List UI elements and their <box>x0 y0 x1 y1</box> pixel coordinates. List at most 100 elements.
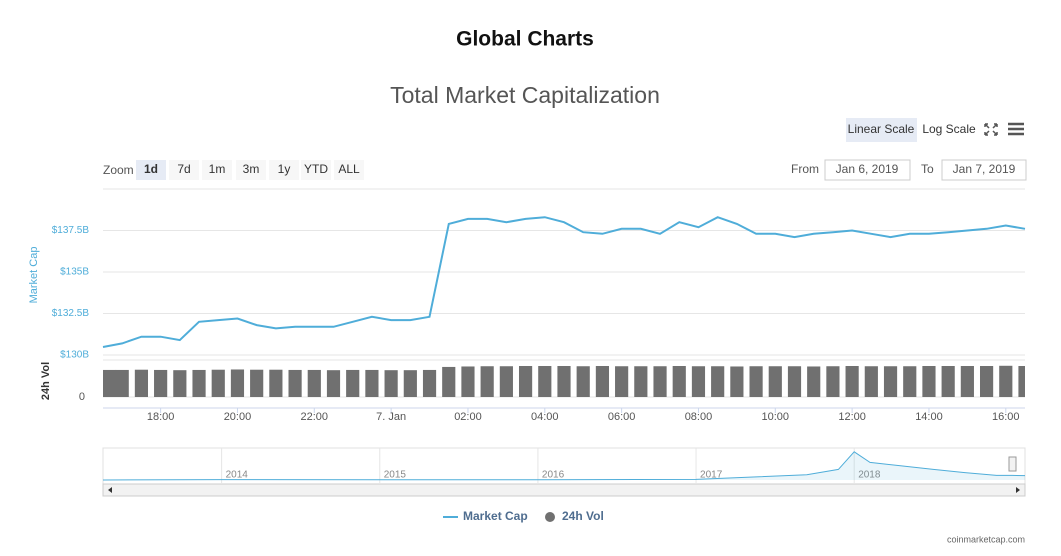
zoom-button[interactable] <box>202 160 232 180</box>
navigator-area <box>103 451 1025 480</box>
volume-bar <box>230 369 245 397</box>
volume-bar <box>211 369 225 397</box>
volume-bar <box>903 366 917 397</box>
x-tick-label: 10:00 <box>762 411 790 423</box>
log-scale-label[interactable]: Log Scale <box>922 122 976 136</box>
volume-bar <box>634 366 648 397</box>
volume-bar <box>557 366 571 397</box>
zoom-button[interactable] <box>236 160 266 180</box>
navigator-handle[interactable] <box>1008 456 1017 472</box>
volume-bar <box>787 366 802 397</box>
from-input[interactable] <box>824 159 911 181</box>
volume-bar <box>384 370 398 397</box>
y2-axis-label: 24h Vol <box>40 362 52 400</box>
from-date[interactable]: Jan 6, 2019 <box>836 162 899 176</box>
to-label: To <box>921 162 934 176</box>
zoom-button[interactable] <box>169 160 199 180</box>
x-tick-label: 04:00 <box>531 411 559 423</box>
zoom-option[interactable]: 3m <box>243 162 260 176</box>
scrollbar[interactable] <box>102 483 1026 497</box>
y2-tick-label: 0 <box>79 391 85 403</box>
volume-bar <box>576 366 590 397</box>
volume-bar <box>422 369 437 397</box>
x-tick-label: 16:00 <box>992 411 1020 423</box>
zoom-button[interactable] <box>136 160 166 180</box>
linear-scale-button[interactable] <box>846 118 917 142</box>
x-tick-label: 7. Jan <box>376 411 406 423</box>
x-tick-label: 06:00 <box>608 411 636 423</box>
zoom-button[interactable] <box>334 160 364 180</box>
y-tick-label: $135B <box>60 267 89 278</box>
navigator-tick-label: 2015 <box>384 470 407 481</box>
menu-icon[interactable] <box>1008 122 1024 136</box>
from-label: From <box>791 162 819 176</box>
to-input[interactable] <box>941 159 1027 181</box>
legend-symbol[interactable] <box>545 512 555 522</box>
volume-bar <box>768 366 782 397</box>
zoom-option[interactable]: 7d <box>177 162 190 176</box>
zoom-option[interactable]: 1y <box>278 162 291 176</box>
zoom-option[interactable]: 1m <box>209 162 226 176</box>
volume-bar <box>615 366 629 397</box>
volume-bar <box>154 369 168 397</box>
volume-bar <box>326 370 341 397</box>
navigator-tick-label: 2017 <box>700 470 723 481</box>
volume-bar <box>461 366 475 397</box>
navigator-tick-label: 2014 <box>226 470 249 481</box>
volume-bar <box>864 366 878 397</box>
volume-bar <box>250 369 264 397</box>
volume-bar <box>711 366 725 397</box>
volume-bar <box>173 370 187 397</box>
credit: coinmarketcap.com <box>947 534 1025 544</box>
chart-title: Total Market Capitalization <box>390 82 660 108</box>
volume-bar <box>115 369 129 397</box>
to-date[interactable]: Jan 7, 2019 <box>953 162 1016 176</box>
volume-bar <box>269 369 283 397</box>
x-tick-label: 22:00 <box>301 411 329 423</box>
zoom-button[interactable] <box>301 160 331 180</box>
volume-bar <box>653 366 667 397</box>
volume-bar <box>365 369 379 397</box>
volume-bar <box>749 366 763 397</box>
x-tick-label: 14:00 <box>915 411 943 423</box>
volume-bar <box>941 366 955 397</box>
y-axis-label: Market Cap <box>28 247 40 304</box>
navigator-tick-label: 2016 <box>542 470 565 481</box>
volume-bar <box>672 366 686 397</box>
market-cap-line <box>102 216 1026 348</box>
volume-bar <box>730 366 744 397</box>
legend-label[interactable]: Market Cap <box>463 509 528 523</box>
volume-bar <box>480 366 494 397</box>
volume-bar <box>346 369 360 397</box>
volume-bar <box>499 366 513 397</box>
volume-bar <box>826 366 840 397</box>
volume-bar <box>288 369 302 397</box>
volume-bar <box>307 369 321 397</box>
volume-bar <box>192 369 206 397</box>
x-tick-label: 12:00 <box>838 411 866 423</box>
zoom-option[interactable]: ALL <box>338 162 360 176</box>
zoom-button[interactable] <box>269 160 299 180</box>
volume-bar <box>442 366 456 397</box>
volume-bar <box>922 366 936 397</box>
zoom-option[interactable]: YTD <box>304 162 328 176</box>
volume-bar <box>960 366 974 397</box>
volume-bar <box>807 366 821 397</box>
volume-bar <box>134 369 149 397</box>
volume-bar <box>538 366 552 397</box>
fullscreen-icon[interactable] <box>984 123 998 136</box>
y-tick-label: $137.5B <box>52 225 90 236</box>
volume-bar <box>979 366 994 397</box>
volume-bar <box>999 365 1013 397</box>
volume-bar <box>691 366 706 397</box>
navigator-line <box>102 451 1026 481</box>
zoom-option[interactable]: 1d <box>144 162 158 176</box>
x-tick-label: 02:00 <box>454 411 482 423</box>
page-title: Global Charts <box>456 28 594 51</box>
volume-bar <box>845 366 859 397</box>
zoom-label: Zoom <box>103 163 134 177</box>
y-tick-label: $130B <box>60 350 89 361</box>
legend-label[interactable]: 24h Vol <box>562 509 604 523</box>
linear-scale-label[interactable]: Linear Scale <box>848 122 915 136</box>
